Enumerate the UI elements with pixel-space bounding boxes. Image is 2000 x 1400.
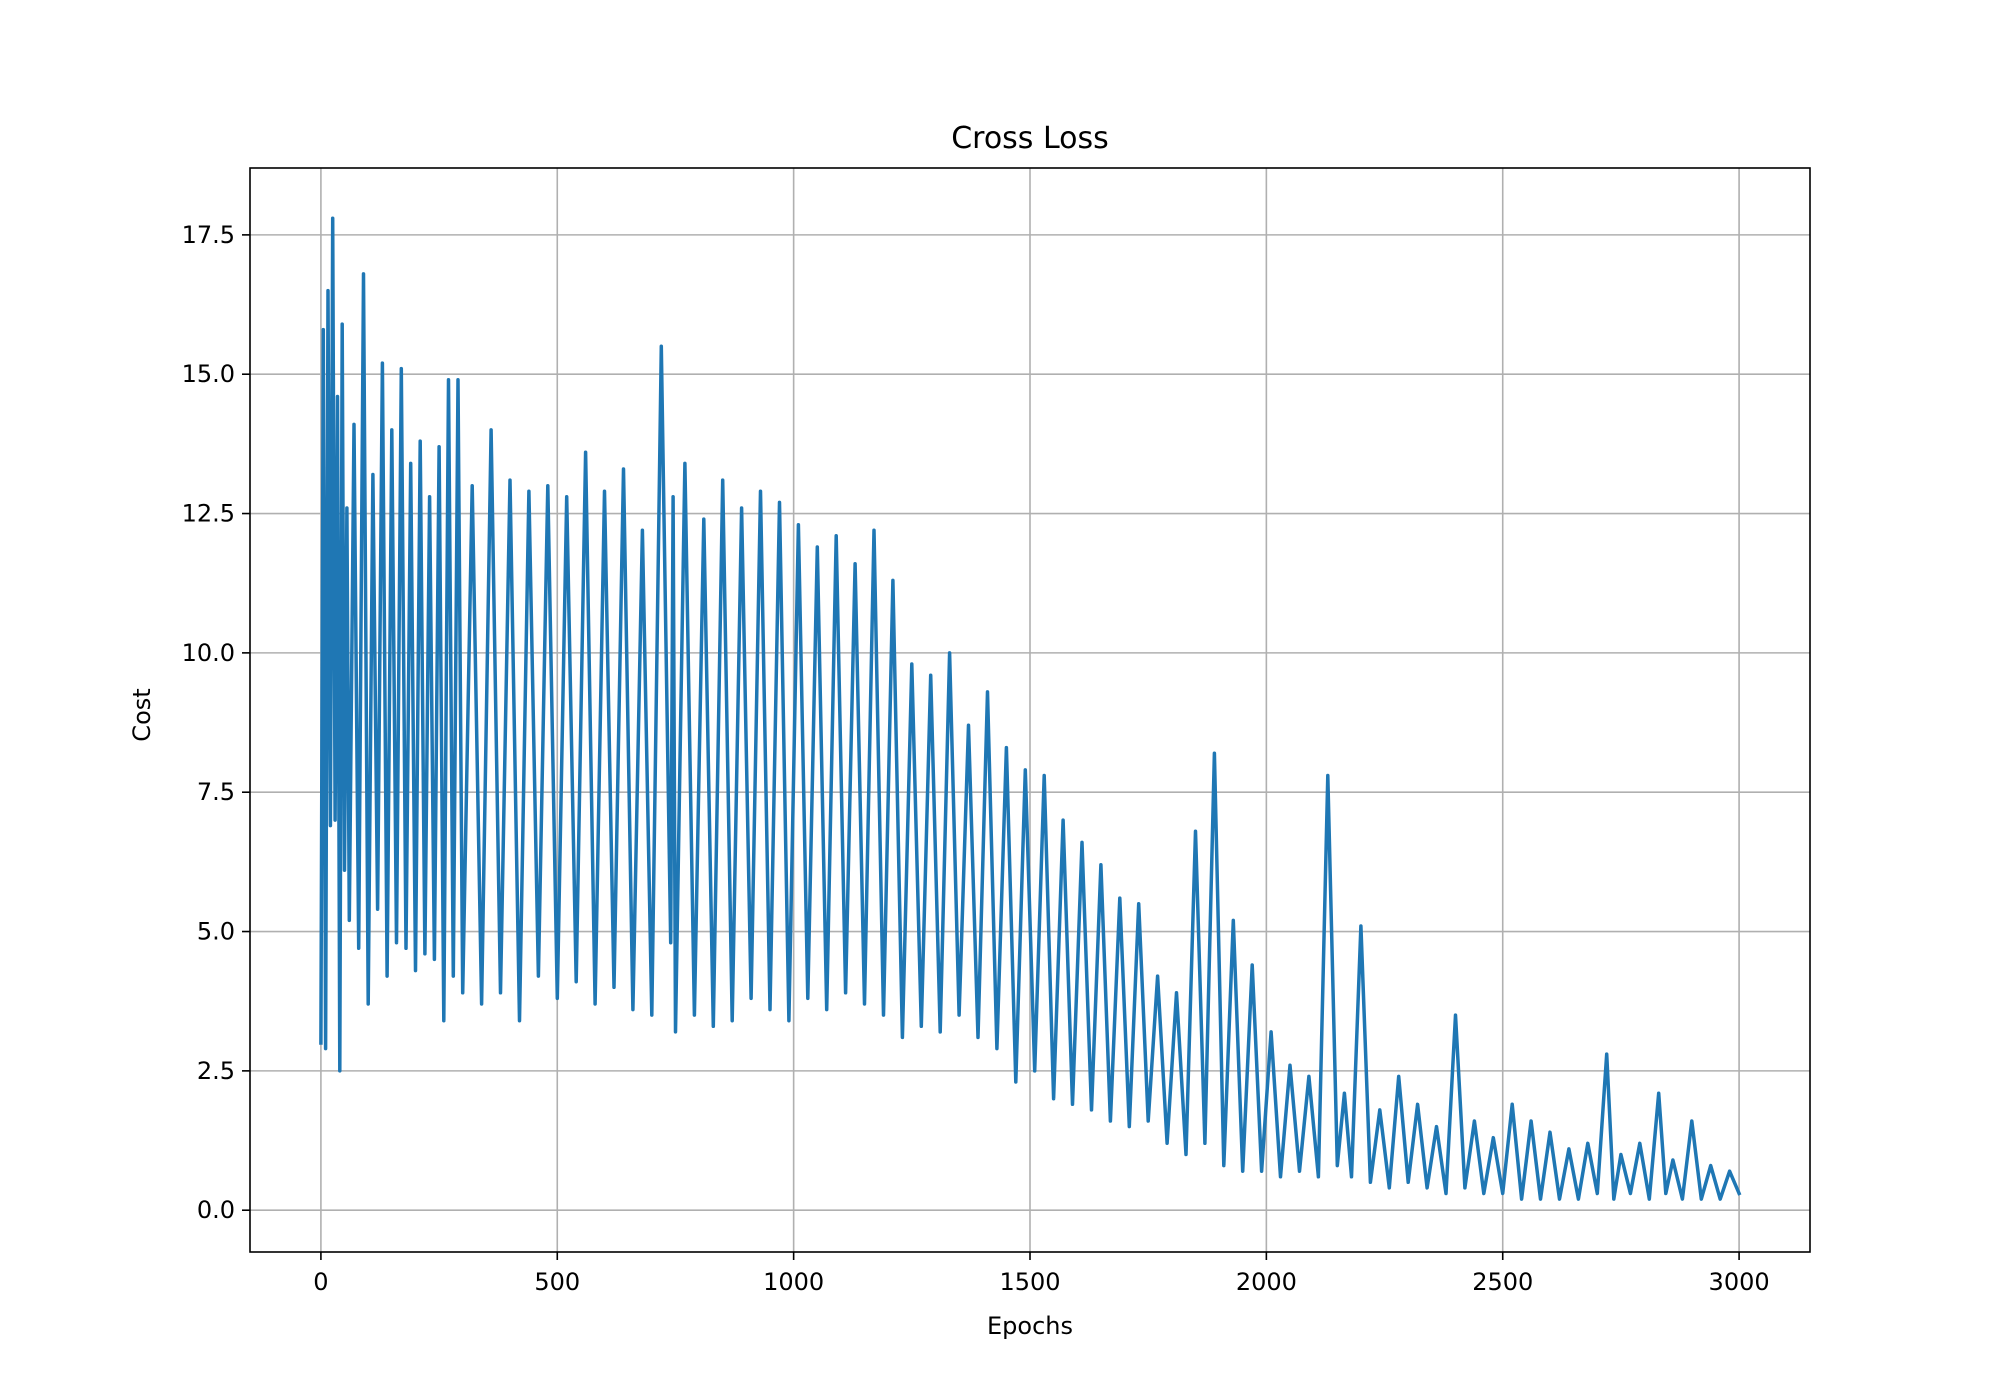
x-tick-label: 3000 [1709, 1268, 1770, 1296]
x-tick-label: 1000 [763, 1268, 824, 1296]
series-layer [319, 216, 1742, 1201]
y-tick-label: 0.0 [197, 1196, 235, 1224]
chart-title: Cross Loss [951, 121, 1109, 156]
x-axis-label: Epochs [987, 1312, 1073, 1340]
x-tick-label: 500 [534, 1268, 580, 1296]
series-line-0 [319, 216, 1742, 1201]
x-axis: 0 500 1000 1500 2000 2500 3000 [313, 1252, 1770, 1296]
y-tick-label: 17.5 [182, 221, 235, 249]
y-tick-label: 5.0 [197, 918, 235, 946]
y-axis: 0.0 2.5 5.0 7.5 10.0 12.5 15.0 17.5 [182, 221, 250, 1224]
y-tick-label: 15.0 [182, 360, 235, 388]
x-tick-label: 1500 [999, 1268, 1060, 1296]
y-tick-label: 10.0 [182, 639, 235, 667]
grid [250, 168, 1810, 1252]
x-tick-label: 2500 [1472, 1268, 1533, 1296]
x-tick-label: 2000 [1236, 1268, 1297, 1296]
y-axis-label: Cost [128, 688, 156, 741]
y-tick-label: 7.5 [197, 778, 235, 806]
x-tick-label: 0 [313, 1268, 328, 1296]
y-tick-label: 2.5 [197, 1057, 235, 1085]
y-tick-label: 12.5 [182, 500, 235, 528]
